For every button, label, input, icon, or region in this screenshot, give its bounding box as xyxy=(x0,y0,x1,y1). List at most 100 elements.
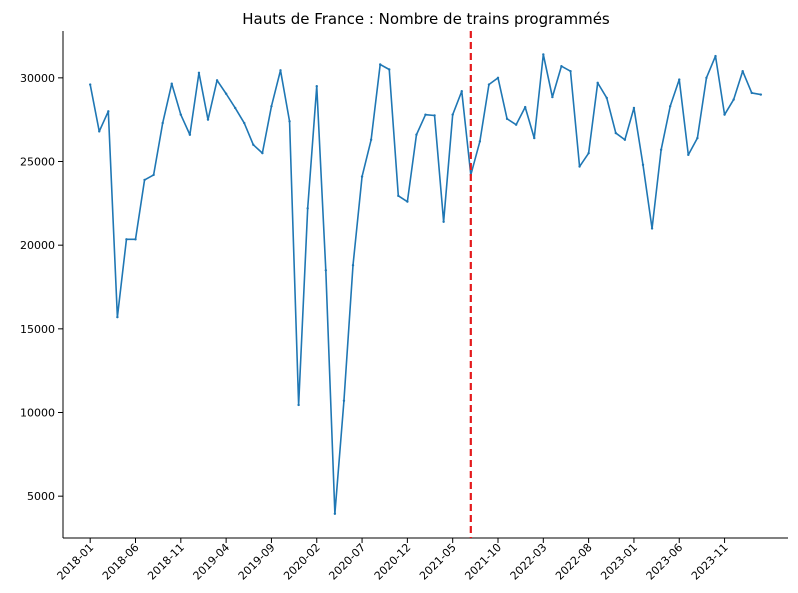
data-point xyxy=(750,91,753,95)
data-point xyxy=(98,130,101,133)
x-tick-label: 2019-09 xyxy=(236,541,278,583)
data-point xyxy=(306,207,309,210)
data-point xyxy=(668,105,672,108)
data-point xyxy=(433,114,436,117)
data-point xyxy=(523,105,527,109)
x-tick-label: 2021-05 xyxy=(417,541,459,583)
data-point xyxy=(233,106,237,110)
x-tick-label: 2020-07 xyxy=(326,541,368,583)
data-point xyxy=(288,120,291,123)
data-point xyxy=(533,136,536,140)
data-point xyxy=(696,136,699,140)
data-point xyxy=(542,53,545,56)
data-point xyxy=(659,148,663,152)
data-point xyxy=(206,118,210,121)
data-point xyxy=(161,121,164,125)
data-point xyxy=(170,82,173,85)
data-point xyxy=(442,220,445,223)
data-point xyxy=(134,238,137,241)
data-point xyxy=(351,264,355,267)
y-tick-label: 15000 xyxy=(20,323,55,336)
data-point xyxy=(487,83,491,86)
data-point xyxy=(460,90,463,93)
data-point xyxy=(388,68,391,71)
data-point xyxy=(369,138,373,141)
data-point xyxy=(415,133,418,136)
data-point xyxy=(324,269,328,272)
series-line xyxy=(89,53,761,515)
data-point xyxy=(179,113,183,116)
data-point xyxy=(623,138,627,141)
data-point xyxy=(514,123,518,126)
x-tick-label: 2018-11 xyxy=(145,541,187,583)
data-point xyxy=(732,98,735,101)
data-point xyxy=(397,194,400,198)
data-point xyxy=(125,238,128,241)
data-point xyxy=(197,71,201,75)
data-point xyxy=(252,143,255,146)
data-point xyxy=(107,110,110,113)
data-point xyxy=(741,69,744,73)
data-point xyxy=(152,173,155,177)
data-point xyxy=(714,54,717,58)
x-tick-label: 2023-06 xyxy=(644,541,686,583)
x-axis-ticks: 2018-01 2018-06 2018-11 2019-04 2019-09 2020-… xyxy=(55,538,731,583)
data-point xyxy=(279,69,282,72)
y-tick-label: 10000 xyxy=(20,407,55,420)
data-point xyxy=(587,151,590,155)
data-point xyxy=(496,76,500,80)
x-tick-label: 2023-11 xyxy=(689,541,731,583)
data-point xyxy=(378,63,382,66)
y-tick-label: 5000 xyxy=(27,490,55,503)
data-point xyxy=(451,113,454,116)
y-axis-ticks: 5000 10000 15000 20000 25000 30000 xyxy=(20,72,63,503)
data-point xyxy=(650,227,654,230)
data-point xyxy=(569,69,572,73)
data-point xyxy=(705,76,708,80)
data-point xyxy=(116,315,119,319)
data-point xyxy=(678,78,681,81)
data-point xyxy=(596,81,599,85)
data-point xyxy=(270,105,273,108)
x-tick-label: 2022-03 xyxy=(508,541,550,583)
data-point xyxy=(505,117,509,121)
x-tick-label: 2022-08 xyxy=(553,541,595,583)
x-tick-label: 2021-10 xyxy=(462,541,504,583)
data-point xyxy=(578,165,581,168)
data-point xyxy=(406,200,409,203)
y-tick-label: 20000 xyxy=(20,239,55,252)
data-point xyxy=(614,131,618,135)
data-point xyxy=(632,106,636,110)
data-point xyxy=(759,93,763,96)
data-point xyxy=(143,178,146,182)
data-point xyxy=(687,153,690,157)
data-point xyxy=(333,512,337,515)
data-point xyxy=(224,92,228,95)
y-tick-label: 25000 xyxy=(20,156,55,169)
data-point xyxy=(551,95,554,99)
data-points xyxy=(88,53,763,515)
data-point xyxy=(560,64,563,68)
data-point xyxy=(261,151,264,155)
data-point xyxy=(478,140,482,143)
x-tick-label: 2020-02 xyxy=(281,541,323,583)
x-tick-label: 2018-06 xyxy=(100,541,142,583)
data-point xyxy=(88,83,92,86)
data-point xyxy=(342,399,346,402)
y-tick-label: 30000 xyxy=(20,72,55,85)
data-point xyxy=(297,403,300,407)
data-point xyxy=(424,113,427,116)
data-point xyxy=(723,113,726,116)
data-point xyxy=(188,133,192,136)
data-point xyxy=(243,121,246,125)
x-tick-label: 2019-04 xyxy=(191,541,233,583)
data-point xyxy=(641,163,645,167)
data-point xyxy=(605,96,608,100)
data-point xyxy=(315,85,318,88)
chart-title: Hauts de France : Nombre de trains progr… xyxy=(242,10,610,28)
x-tick-label: 2023-01 xyxy=(598,541,640,583)
data-point xyxy=(215,79,219,82)
x-tick-label: 2018-01 xyxy=(55,541,97,583)
data-point xyxy=(360,175,364,178)
